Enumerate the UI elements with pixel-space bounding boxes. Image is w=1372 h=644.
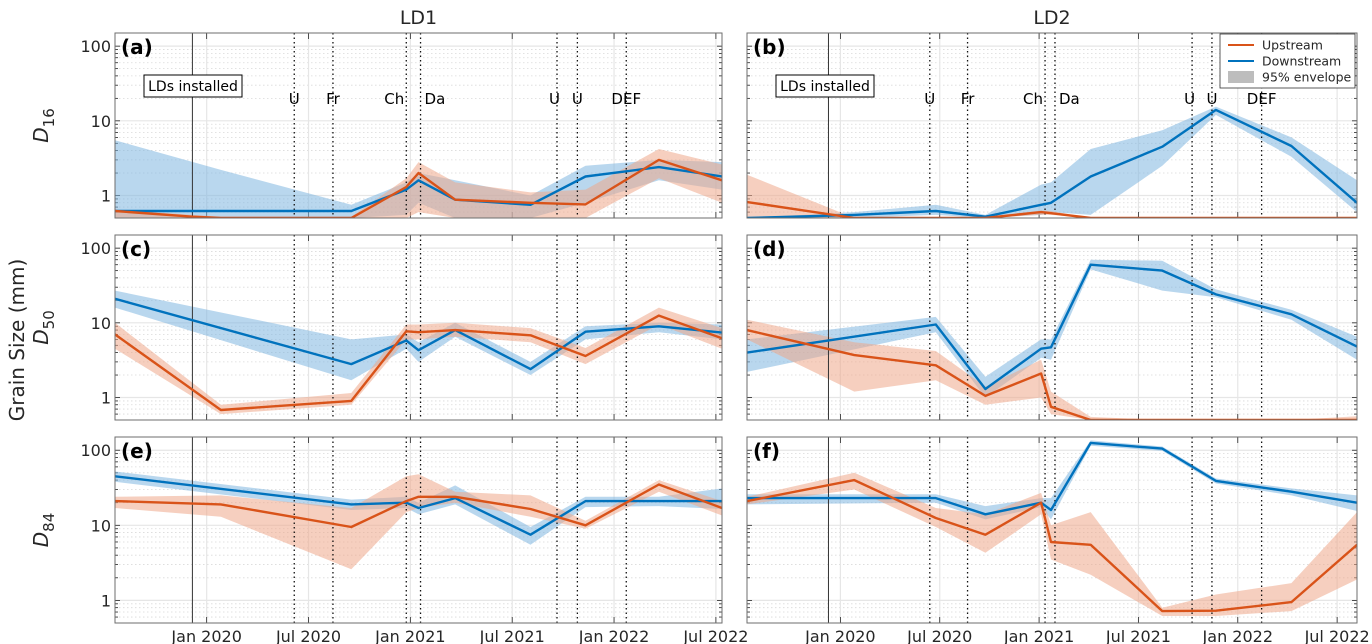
column-title-ld2: LD2 bbox=[1033, 7, 1070, 29]
x-tick-label: Jul 2021 bbox=[479, 627, 545, 644]
y-tick-label: 1 bbox=[101, 389, 111, 408]
downstream-line bbox=[747, 263, 1357, 391]
x-tick-label: Jul 2020 bbox=[906, 627, 972, 644]
upstream-envelope bbox=[747, 174, 1357, 218]
row-label-D84: D84 bbox=[29, 513, 58, 548]
panel-letter: (e) bbox=[121, 439, 153, 463]
event-label-da: Da bbox=[425, 90, 446, 108]
install-label: LDs installed bbox=[780, 79, 870, 95]
event-label-fr: Fr bbox=[326, 90, 341, 108]
series-layer bbox=[115, 437, 722, 623]
axes-frame bbox=[746, 32, 1358, 219]
y-tick-label: 100 bbox=[80, 37, 111, 56]
event-label-u: U bbox=[1184, 90, 1195, 108]
panel-f: (f) Jan 2020 Jul 2020 Jan 2021 Jul 2021 Jan 2… bbox=[746, 436, 1370, 644]
event-label-fr: Fr bbox=[961, 90, 976, 108]
event-label-da: Da bbox=[1059, 90, 1080, 108]
event-label-u: U bbox=[549, 90, 560, 108]
upstream-envelope bbox=[115, 474, 722, 570]
legend-swatch-envelope bbox=[1228, 71, 1254, 83]
legend-label: 95% envelope bbox=[1262, 70, 1352, 85]
event-label-u: U bbox=[289, 90, 300, 108]
event-label-def: DEF bbox=[1247, 90, 1277, 108]
upstream-envelope bbox=[747, 472, 1357, 616]
x-tick-label: Jul 2021 bbox=[1105, 627, 1171, 644]
y-tick-label: 100 bbox=[80, 239, 111, 258]
x-tick-label: Jan 2020 bbox=[170, 627, 241, 644]
downstream-line bbox=[115, 165, 722, 213]
legend-label: Downstream bbox=[1262, 54, 1341, 69]
panel-e: (e) 1 10 100 D84 Jan 2020 Jul 2020 Jan 2021 Jul … bbox=[29, 436, 748, 644]
panel-letter: (a) bbox=[121, 35, 153, 59]
y-tick-label: 1 bbox=[101, 187, 111, 206]
event-label-def: DEF bbox=[611, 90, 641, 108]
y-tick-label: 10 bbox=[91, 516, 111, 535]
series-layer bbox=[747, 437, 1357, 623]
series-layer bbox=[747, 235, 1357, 420]
event-label-ch: Ch bbox=[1023, 90, 1043, 108]
column-titles: LD1 LD2 bbox=[400, 7, 1071, 29]
y-tick-label: 10 bbox=[91, 112, 111, 131]
downstream-envelope bbox=[115, 290, 722, 381]
event-label-u: U bbox=[1206, 90, 1217, 108]
install-label-box bbox=[775, 74, 875, 98]
upstream-envelope bbox=[747, 319, 1357, 420]
downstream-line bbox=[747, 441, 1357, 516]
panel-c: (c) 1 10 100 D50 bbox=[29, 234, 723, 421]
x-tick-label: Jul 2022 bbox=[682, 627, 748, 644]
x-tick-label: Jan 2021 bbox=[374, 627, 445, 644]
series-layer bbox=[747, 33, 1357, 218]
axes-frame bbox=[114, 436, 723, 624]
legend-label: Upstream bbox=[1262, 38, 1323, 53]
panel-letter: (c) bbox=[121, 237, 151, 261]
axes-frame bbox=[746, 436, 1358, 624]
panel-letter: (d) bbox=[753, 237, 786, 261]
event-label-ch: Ch bbox=[384, 90, 404, 108]
y-tick-label: 10 bbox=[91, 314, 111, 333]
y-tick-label: 100 bbox=[80, 441, 111, 460]
event-label-u: U bbox=[572, 90, 583, 108]
upstream-envelope bbox=[115, 149, 722, 218]
y-tick-label: 1 bbox=[101, 591, 111, 610]
y-axis-label: Grain Size (mm) bbox=[5, 259, 29, 422]
series-layer bbox=[115, 33, 722, 218]
panel-d: (d) bbox=[746, 234, 1358, 421]
x-tick-label: Jul 2020 bbox=[275, 627, 341, 644]
upstream-line bbox=[115, 314, 722, 412]
upstream-line bbox=[115, 483, 722, 529]
x-tick-label: Jan 2022 bbox=[578, 627, 649, 644]
x-tick-label: Jan 2021 bbox=[1003, 627, 1074, 644]
row-label-D50: D50 bbox=[29, 310, 58, 345]
plot-area bbox=[115, 437, 722, 623]
x-tick-label: Jan 2020 bbox=[804, 627, 875, 644]
x-tick-label: Jul 2022 bbox=[1304, 627, 1370, 644]
x-tick-label: Jan 2022 bbox=[1202, 627, 1273, 644]
upstream-envelope bbox=[115, 307, 722, 415]
series-layer bbox=[115, 235, 722, 420]
install-label: LDs installed bbox=[148, 79, 238, 95]
row-label-D16: D16 bbox=[29, 108, 58, 143]
axes-frame bbox=[114, 234, 723, 421]
downstream-envelope bbox=[747, 259, 1357, 398]
downstream-envelope bbox=[747, 106, 1357, 218]
axes-frame bbox=[114, 32, 723, 219]
event-label-u: U bbox=[924, 90, 935, 108]
axes-frame bbox=[746, 234, 1358, 421]
panel-letter: (f) bbox=[753, 439, 780, 463]
panel-letter: (b) bbox=[753, 35, 786, 59]
install-label-box bbox=[143, 74, 243, 98]
column-title-ld1: LD1 bbox=[400, 7, 437, 29]
